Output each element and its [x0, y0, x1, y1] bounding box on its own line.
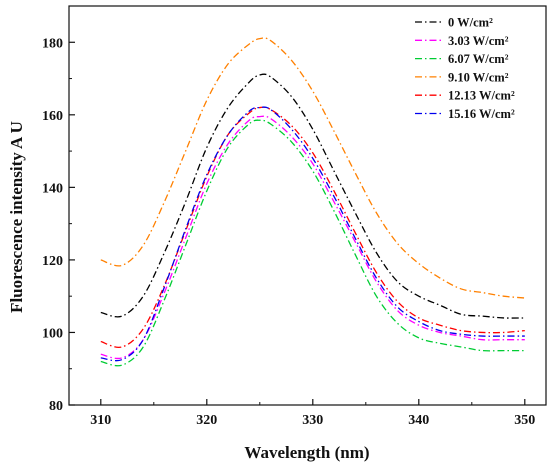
plot-layer: 310 320 330 340 350 80 100 120 140 160 180 0 W/cm² 3…	[42, 5, 547, 428]
y-tick-label: 140	[42, 181, 63, 196]
legend-label-3: 6.07 W/cm²	[448, 52, 509, 66]
y-tick-label: 100	[42, 326, 63, 341]
legend-label-1: 0 W/cm²	[448, 16, 493, 30]
series-line-2	[100, 115, 525, 360]
plot-frame	[68, 5, 547, 406]
x-tick-label: 350	[514, 413, 535, 428]
legend-label-4: 9.10 W/cm²	[448, 70, 509, 84]
x-tick-label: 330	[302, 413, 323, 428]
y-axis-title: Fluorescence intensity A U	[7, 121, 26, 313]
y-tick-label: 80	[49, 399, 63, 414]
series-line-5	[100, 106, 525, 349]
y-tick-label: 120	[42, 254, 63, 269]
x-tick-label: 320	[196, 413, 217, 428]
legend-label-6: 15.16 W/cm²	[448, 107, 515, 121]
legend-label-2: 3.03 W/cm²	[448, 34, 509, 48]
series-line-4	[100, 37, 525, 299]
y-tick-label: 180	[42, 36, 63, 51]
legend-label-5: 12.13 W/cm²	[448, 89, 515, 103]
series-line-3	[100, 119, 525, 367]
x-axis-title: Wavelength (nm)	[244, 443, 369, 462]
x-tick-label: 340	[408, 413, 429, 428]
series-line-6	[100, 106, 525, 362]
x-tick-label: 310	[90, 413, 111, 428]
y-tick-label: 160	[42, 109, 63, 124]
series-line-1	[100, 73, 525, 319]
